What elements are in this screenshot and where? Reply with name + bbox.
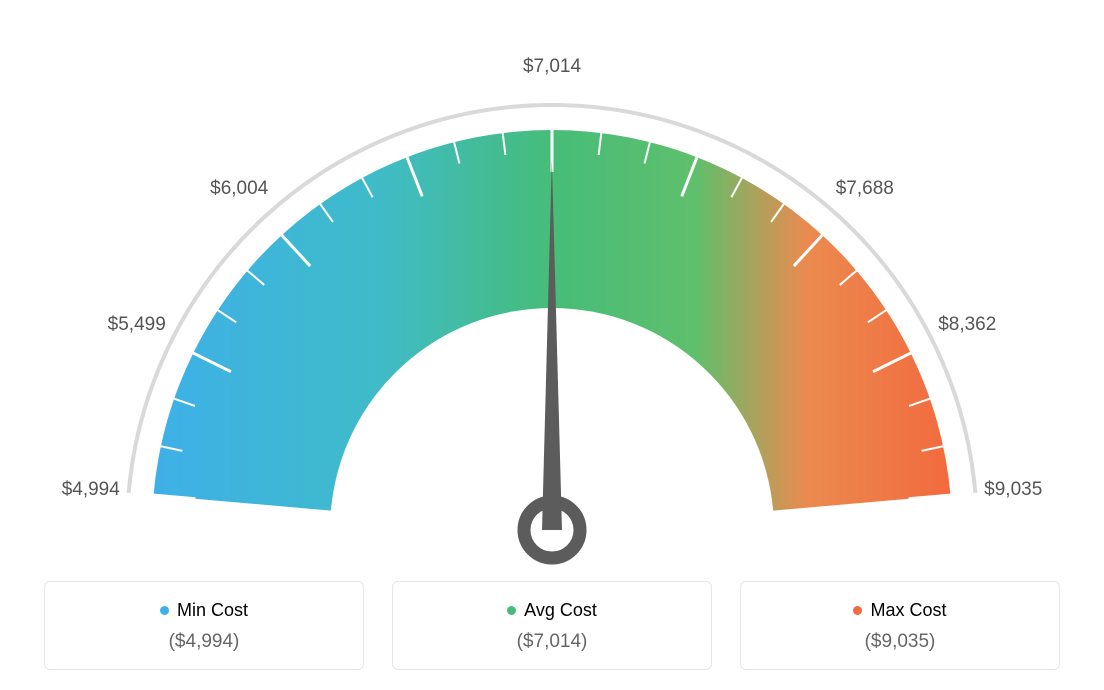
legend-row: Min Cost ($4,994) Avg Cost ($7,014) Max …	[0, 581, 1104, 670]
legend-value: ($9,035)	[751, 631, 1049, 653]
legend-card-max: Max Cost ($9,035)	[740, 581, 1060, 670]
gauge-svg	[29, 40, 1075, 568]
gauge-tick-label: $9,035	[984, 479, 1042, 501]
legend-value: ($4,994)	[55, 631, 353, 653]
legend-card-min: Min Cost ($4,994)	[44, 581, 364, 670]
legend-card-avg: Avg Cost ($7,014)	[392, 581, 712, 670]
legend-label: Avg Cost	[524, 600, 597, 621]
dot-icon	[507, 606, 516, 615]
legend-label: Min Cost	[177, 600, 248, 621]
gauge-tick-label: $7,014	[523, 56, 581, 78]
gauge-tick-label: $5,499	[108, 314, 166, 336]
dot-icon	[160, 606, 169, 615]
gauge-tick-label: $4,994	[62, 479, 120, 501]
gauge-tick-label: $6,004	[210, 178, 268, 200]
legend-label: Max Cost	[870, 600, 946, 621]
gauge-tick-label: $8,362	[938, 314, 996, 336]
gauge-chart: $4,994 $5,499 $6,004 $7,014 $7,688 $8,362 $9,0…	[0, 0, 1104, 560]
legend-title-min: Min Cost	[160, 600, 248, 621]
legend-value: ($7,014)	[403, 631, 701, 653]
legend-title-avg: Avg Cost	[507, 600, 597, 621]
legend-title-max: Max Cost	[853, 600, 946, 621]
dot-icon	[853, 606, 862, 615]
gauge-tick-label: $7,688	[836, 178, 894, 200]
